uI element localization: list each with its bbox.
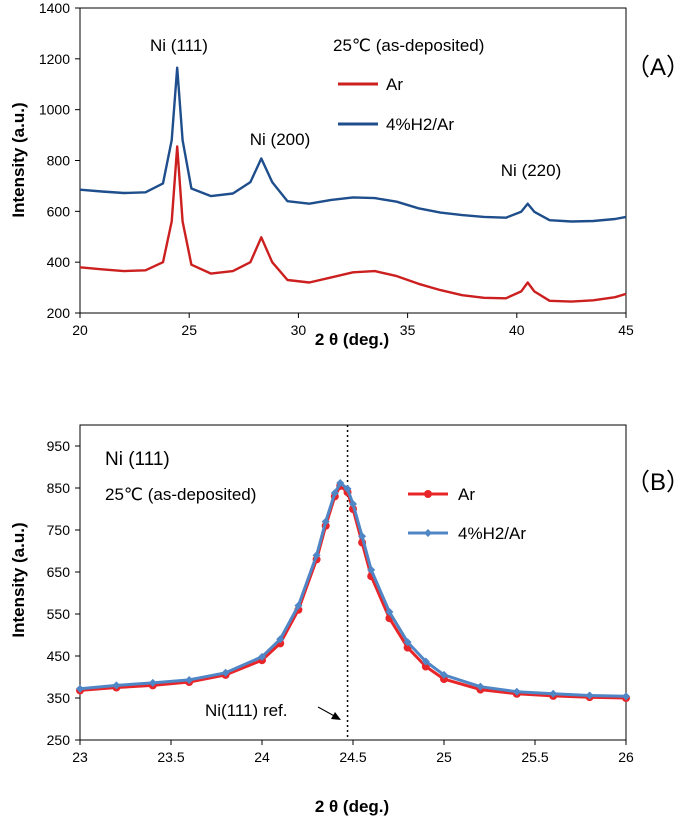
series-line-h2-ar: [79, 481, 627, 698]
data-point-h2-ar: [221, 668, 230, 677]
legend-a-h2-label: 4%H2/Ar: [386, 115, 454, 134]
data-point-h2-ar: [349, 499, 357, 508]
panel-a: 20 25 30 35 40 45 200 400 600 800 1000 1200 1400 2 …: [9, 0, 690, 349]
y-tick-label: 250: [47, 732, 71, 748]
x-tick-label: 25.5: [521, 749, 548, 765]
x-tick-label: 25: [181, 322, 197, 338]
data-point-h2-ar: [76, 684, 84, 693]
panel-a-peak-label-220: Ni (220): [501, 161, 561, 180]
panel-b-peak-title: Ni (111): [105, 449, 170, 470]
panel-b-y-axis-label: Intensity (a.u.): [9, 522, 28, 637]
x-tick-label: 30: [291, 322, 307, 338]
panel-b: 23 23.5 24 24.5 25 25.5 26 250 350 450 550 650 750 8…: [9, 424, 690, 816]
panel-b-reference-arrow-head: [331, 712, 341, 720]
y-tick-label: 450: [47, 648, 71, 664]
panel-a-y-axis: 200 400 600 800 1000 1200 1400: [39, 0, 80, 321]
series-line-ar: [79, 484, 627, 700]
data-point-h2-ar: [336, 478, 345, 487]
legend-a-ar-label: Ar: [386, 75, 403, 94]
data-point-h2-ar: [403, 638, 412, 647]
panel-a-peak-label-200: Ni (200): [250, 130, 310, 149]
x-tick-label: 40: [509, 322, 525, 338]
y-tick-label: 650: [47, 564, 71, 580]
panel-b-legend: Ar 4%H2/Ar: [408, 485, 526, 543]
x-tick-label: 35: [400, 322, 416, 338]
data-point-h2-ar: [421, 657, 430, 666]
x-tick-label: 20: [72, 322, 88, 338]
data-point-h2-ar: [512, 687, 521, 696]
data-point-h2-ar: [440, 670, 448, 679]
x-tick-label: 45: [618, 322, 634, 338]
y-tick-label: 850: [47, 480, 71, 496]
x-tick-label: 26: [618, 749, 634, 765]
y-tick-label: 600: [47, 203, 71, 219]
data-point-h2-ar: [585, 691, 594, 700]
panel-b-condition-subtitle: 25℃ (as-deposited): [105, 485, 256, 504]
legend-b-h2-label: 4%H2/Ar: [458, 524, 526, 543]
y-tick-label: 950: [47, 438, 71, 454]
x-tick-label: 23: [72, 749, 88, 765]
series-line-ar: [79, 145, 627, 303]
panel-a-legend: Ar 4%H2/Ar: [338, 75, 454, 134]
data-point-h2-ar: [622, 692, 630, 701]
panel-a-condition-title: 25℃ (as-deposited): [333, 36, 484, 55]
y-tick-label: 1400: [39, 0, 70, 16]
data-point-h2-ar: [549, 689, 558, 698]
data-point-h2-ar: [185, 675, 194, 684]
y-tick-label: 800: [47, 153, 71, 169]
series-line-h2-ar: [79, 66, 627, 223]
data-point-h2-ar: [276, 635, 285, 644]
data-point-h2-ar: [312, 551, 321, 560]
panel-a-y-axis-label: Intensity (a.u.): [9, 102, 28, 217]
y-tick-label: 550: [47, 606, 71, 622]
data-point-h2-ar: [476, 682, 485, 691]
y-tick-label: 400: [47, 254, 71, 270]
x-tick-label: 24: [254, 749, 270, 765]
panel-a-label: （A）: [626, 54, 690, 81]
data-point-h2-ar: [385, 607, 394, 616]
data-point-h2-ar: [294, 601, 303, 610]
data-point-h2-ar: [330, 489, 339, 498]
data-point-h2-ar: [367, 565, 376, 574]
y-tick-label: 1200: [39, 51, 70, 67]
legend-b-ar-marker: [424, 490, 432, 498]
panel-a-peak-label-111: Ni (111): [150, 36, 208, 55]
panel-b-x-axis-label: 2 θ (deg.): [315, 797, 389, 816]
panel-a-x-axis-label: 2 θ (deg.): [315, 330, 389, 349]
legend-b-h2-marker: [424, 529, 432, 537]
data-point-h2-ar: [258, 652, 266, 661]
panel-a-x-axis: 20 25 30 35 40 45: [72, 313, 634, 338]
data-point-h2-ar: [148, 678, 157, 687]
x-tick-label: 23.5: [157, 749, 184, 765]
panel-b-x-axis: 23 23.5 24 24.5 25 25.5 26: [72, 740, 634, 765]
x-tick-label: 25: [436, 749, 452, 765]
data-point-h2-ar: [358, 532, 367, 541]
data-point-h2-ar: [343, 484, 352, 493]
panel-b-y-axis: 250 350 450 550 650 750 850 950: [47, 438, 80, 748]
y-tick-label: 750: [47, 522, 71, 538]
panel-b-reference-label: Ni(111) ref.: [205, 701, 288, 720]
y-tick-label: 200: [47, 305, 71, 321]
panel-b-series: [76, 478, 630, 702]
legend-b-ar-label: Ar: [458, 485, 475, 504]
panel-b-label: （B）: [626, 469, 690, 496]
y-tick-label: 350: [47, 690, 71, 706]
y-tick-label: 1000: [39, 102, 70, 118]
x-tick-label: 24.5: [339, 749, 366, 765]
data-point-h2-ar: [321, 517, 330, 526]
data-point-h2-ar: [112, 681, 121, 690]
panel-a-series: [79, 66, 627, 303]
